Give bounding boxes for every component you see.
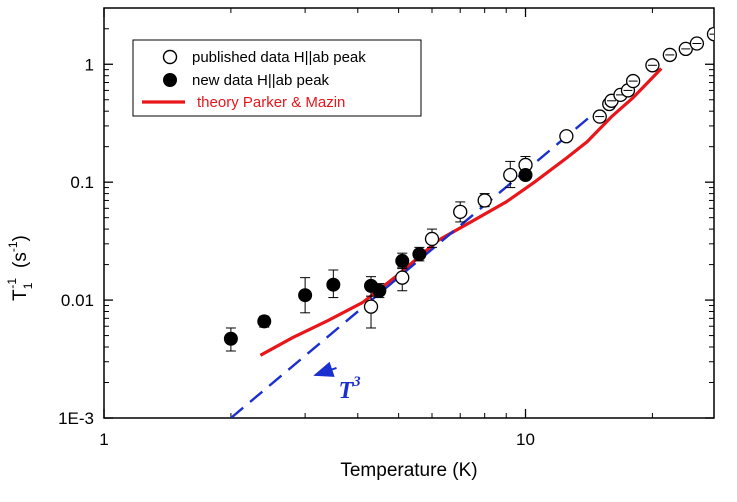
y-tick-label: 1E-3 [58, 409, 94, 428]
legend-symbol-published [162, 49, 178, 65]
x-axis-title: Temperature (K) [340, 460, 477, 481]
new-data-point [412, 247, 427, 262]
new-data-point [518, 168, 533, 183]
published-data-point [395, 270, 410, 285]
new-data-point [298, 288, 313, 303]
published-data-point [453, 204, 468, 220]
t-cubed-annotation: T3 [313, 361, 361, 404]
x-tick-label: 1 [99, 430, 108, 449]
x-tick-label: 10 [516, 430, 535, 449]
y-axis-title: T1-1(s-1) [5, 235, 35, 301]
new-data-point [257, 314, 272, 329]
new-data-point [372, 283, 387, 298]
axis-ticks: 1 10 1E-3 0.01 0.1 1 [58, 8, 714, 449]
annotation-label: T3 [338, 374, 361, 404]
legend-label-theory: theory Parker & Mazin [197, 94, 345, 111]
published-data-point [424, 231, 440, 247]
t-cubed-line [230, 112, 595, 418]
y-tick-label: 1 [85, 55, 94, 74]
legend-label-new: new data H||ab peak [192, 72, 330, 89]
y-tick-label: 0.1 [70, 173, 94, 192]
legend-symbol-new [163, 73, 177, 87]
published-data-point [559, 129, 574, 144]
new-data-point [326, 277, 341, 292]
legend-label-published: published data H||ab peak [192, 49, 366, 66]
published-data-point [363, 299, 379, 314]
plot-area [223, 27, 714, 418]
new-data-point [223, 331, 238, 346]
annotation-arrow [313, 361, 337, 377]
new-data-point [395, 253, 410, 268]
published-data-point [503, 167, 518, 183]
legend: published data H||ab peak new data H||ab… [132, 39, 422, 117]
theory-curve [259, 67, 663, 357]
published-data-point [477, 193, 492, 208]
y-tick-label: 0.01 [61, 291, 94, 310]
